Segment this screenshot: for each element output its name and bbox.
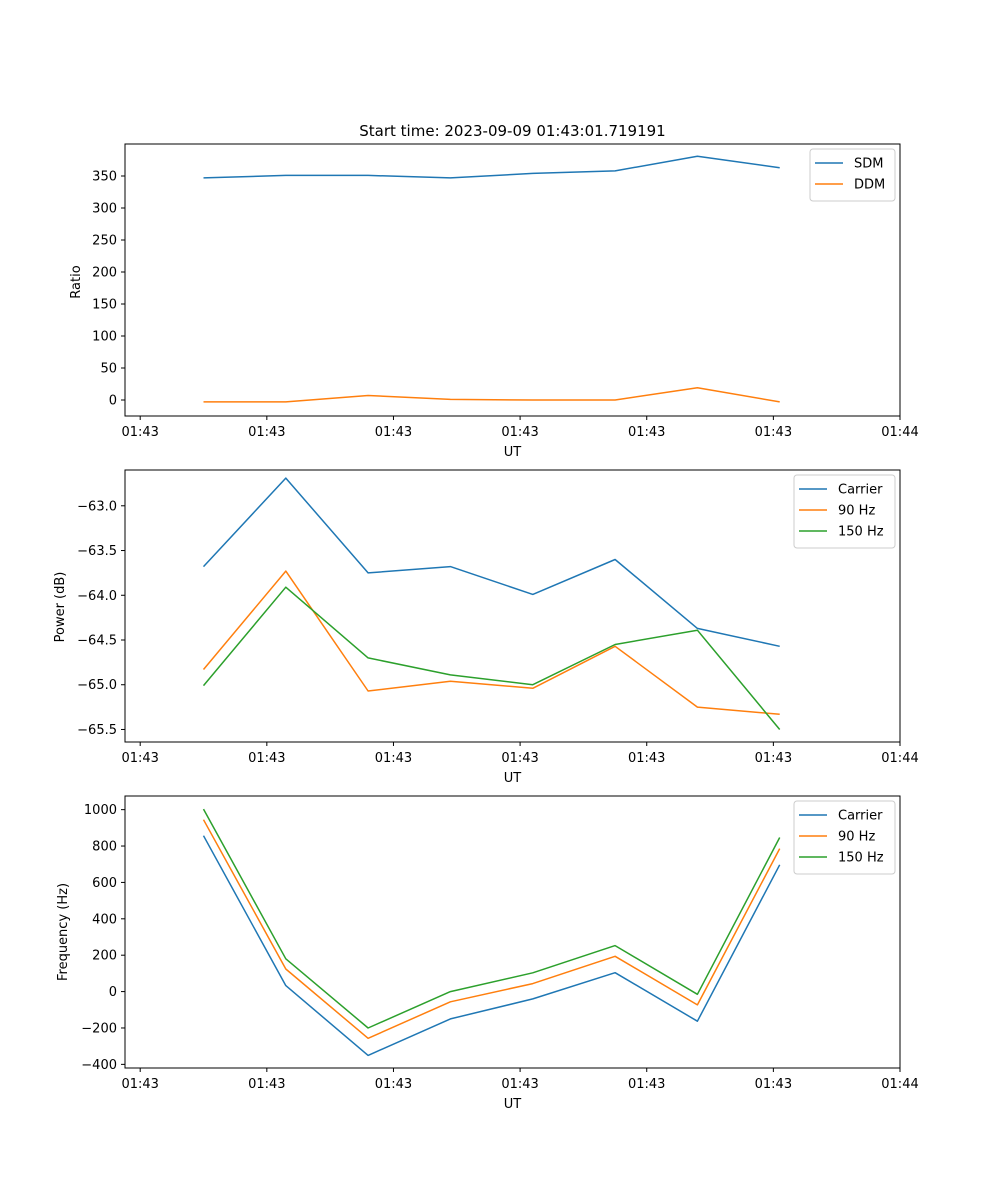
y-tick-label: −63.5 bbox=[77, 544, 117, 559]
y-axis-label: Ratio bbox=[69, 265, 84, 298]
frequency-panel: UT Frequency (Hz) −400 −200 0 200 400 600 800 1… bbox=[56, 795, 919, 1112]
x-tick-label: 01:44 bbox=[881, 425, 918, 440]
x-axis-label: UT bbox=[504, 445, 522, 460]
series-line-150-hz bbox=[202, 808, 781, 1029]
y-tick-label: −200 bbox=[81, 1021, 117, 1036]
y-tick-label: 0 bbox=[109, 985, 117, 1000]
y-tick-label: 0 bbox=[109, 394, 117, 409]
y-tick-label: −64.5 bbox=[77, 634, 117, 649]
legend-label: SDM bbox=[854, 157, 883, 172]
x-tick-label: 01:43 bbox=[628, 751, 665, 766]
plot-frame bbox=[124, 469, 901, 743]
x-tick-label: 01:44 bbox=[881, 1077, 918, 1092]
x-tick-label: 01:43 bbox=[628, 1077, 665, 1092]
x-tick-label: 01:43 bbox=[501, 425, 538, 440]
plot-frame bbox=[124, 795, 901, 1069]
series-line-sdm bbox=[203, 155, 780, 179]
legend-label: DDM bbox=[854, 178, 885, 193]
chart-title: Start time: 2023-09-09 01:43:01.719191 bbox=[359, 122, 665, 140]
x-tick-label: 01:43 bbox=[248, 425, 285, 440]
x-tick-label: 01:43 bbox=[121, 1077, 158, 1092]
series-line-150-hz bbox=[202, 586, 781, 730]
y-tick-label: 200 bbox=[92, 949, 117, 964]
x-tick-label: 01:43 bbox=[755, 751, 792, 766]
x-tick-label: 01:43 bbox=[121, 425, 158, 440]
y-axis-label: Frequency (Hz) bbox=[56, 883, 71, 981]
power-panel: UT Power (dB) −65.5 −65.0 −64.5 −64.0 −63.5 −… bbox=[53, 469, 919, 786]
y-tick-label: 1000 bbox=[84, 803, 117, 818]
x-tick-label: 01:43 bbox=[248, 751, 285, 766]
legend-box bbox=[793, 474, 896, 549]
y-tick-label: 150 bbox=[92, 298, 117, 313]
y-tick-label: −400 bbox=[81, 1058, 117, 1073]
x-tick-label: 01:43 bbox=[248, 1077, 285, 1092]
series-line-90-hz bbox=[202, 819, 781, 1040]
y-tick-label: 350 bbox=[92, 170, 117, 185]
y-tick-label: −64.0 bbox=[77, 589, 117, 604]
y-tick-label: 400 bbox=[92, 912, 117, 927]
legend-label: 90 Hz bbox=[838, 830, 875, 845]
x-tick-label: 01:43 bbox=[501, 751, 538, 766]
y-tick-label: −65.0 bbox=[77, 678, 117, 693]
x-tick-label: 01:43 bbox=[755, 1077, 792, 1092]
x-axis-label: UT bbox=[504, 771, 522, 786]
y-tick-label: 250 bbox=[92, 234, 117, 249]
y-tick-label: 200 bbox=[92, 266, 117, 281]
x-tick-label: 01:43 bbox=[121, 751, 158, 766]
x-tick-label: 01:44 bbox=[881, 751, 918, 766]
series-line-carrier bbox=[202, 477, 780, 648]
legend-label: Carrier bbox=[838, 483, 883, 498]
legend-label: 90 Hz bbox=[838, 504, 875, 519]
y-tick-label: 800 bbox=[92, 840, 117, 855]
ratio-panel: Start time: 2023-09-09 01:43:01.719191 U… bbox=[69, 122, 919, 460]
y-tick-label: 100 bbox=[92, 330, 117, 345]
x-tick-label: 01:43 bbox=[501, 1077, 538, 1092]
x-tick-label: 01:43 bbox=[628, 425, 665, 440]
y-tick-label: 50 bbox=[100, 362, 117, 377]
series-line-carrier bbox=[202, 835, 781, 1057]
legend-box bbox=[793, 800, 896, 875]
y-tick-label: −65.5 bbox=[77, 723, 117, 738]
y-tick-label: 600 bbox=[92, 876, 117, 891]
legend-label: Carrier bbox=[838, 809, 883, 824]
x-tick-label: 01:43 bbox=[375, 1077, 412, 1092]
series-line-90-hz bbox=[202, 570, 780, 716]
y-tick-label: 300 bbox=[92, 202, 117, 217]
x-tick-label: 01:43 bbox=[375, 425, 412, 440]
x-tick-label: 01:43 bbox=[375, 751, 412, 766]
y-axis-label: Power (dB) bbox=[53, 572, 68, 643]
x-tick-label: 01:43 bbox=[755, 425, 792, 440]
legend-label: 150 Hz bbox=[838, 525, 884, 540]
legend-box bbox=[809, 148, 896, 202]
legend-label: 150 Hz bbox=[838, 851, 884, 866]
y-tick-label: −63.0 bbox=[77, 499, 117, 514]
series-line-ddm bbox=[203, 387, 780, 403]
x-axis-label: UT bbox=[504, 1097, 522, 1112]
plot-frame bbox=[124, 143, 901, 417]
